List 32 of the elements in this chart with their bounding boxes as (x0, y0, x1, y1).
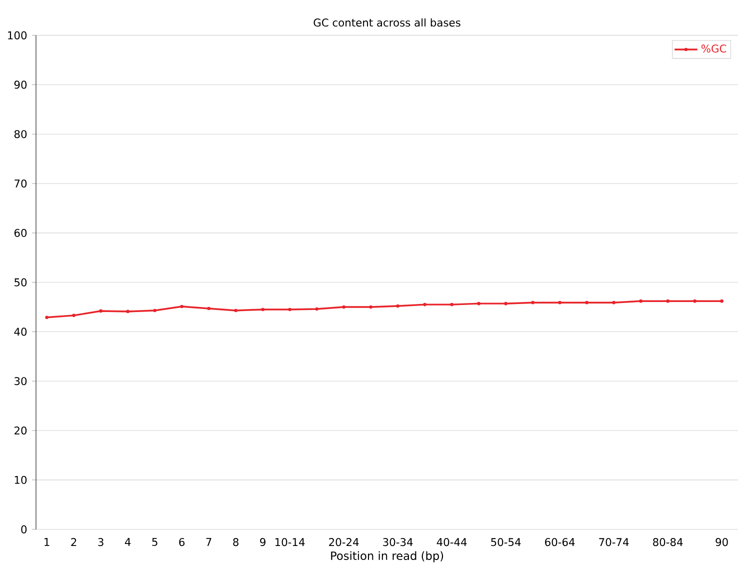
x-axis-title: Position in read (bp) (331, 551, 444, 562)
y-tick-label: 40 (14, 328, 27, 336)
y-tick-label: 90 (14, 80, 27, 89)
y-tick-label: 100 (8, 31, 27, 40)
chart-title: GC content across all bases (314, 18, 460, 26)
x-tick-label: 9 (260, 538, 266, 546)
y-tick-label: 50 (14, 278, 27, 286)
x-tick-label: 60-64 (545, 538, 575, 546)
y-tick-label: 10 (14, 476, 27, 484)
legend-label: %GC (701, 44, 726, 52)
x-tick-label: 20-24 (329, 538, 359, 546)
y-tick-label: 60 (14, 228, 27, 237)
y-tick-label: 30 (14, 376, 27, 385)
y-tick-label: 70 (14, 179, 27, 188)
x-tick-label: 1 (44, 538, 50, 546)
x-tick-label: 40-44 (436, 538, 467, 546)
x-tick-label: 7 (206, 538, 212, 546)
x-tick-label: 50-54 (491, 538, 521, 546)
x-tick-label: 90 (716, 538, 728, 546)
x-tick-label: 4 (124, 538, 131, 546)
x-tick-label: 6 (179, 538, 185, 546)
x-tick-label: 70-74 (599, 538, 629, 546)
y-tick-label: 80 (14, 130, 27, 138)
x-tick-label: 10-14 (275, 538, 305, 546)
y-tick-label: 20 (14, 426, 27, 434)
x-tick-label: 3 (98, 538, 104, 546)
y-tick-label: 0 (21, 525, 27, 534)
x-tick-label: 80-84 (653, 538, 683, 546)
x-tick-label: 8 (233, 538, 238, 546)
x-tick-label: 30-34 (383, 538, 413, 546)
x-tick-label: 2 (71, 538, 76, 546)
x-tick-label: 5 (152, 538, 158, 546)
